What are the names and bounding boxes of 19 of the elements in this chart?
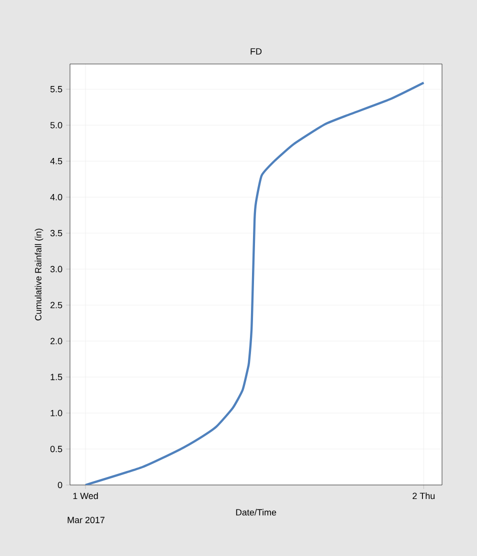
- y-tick-label: 4.0: [50, 194, 62, 200]
- y-tick-label: 2.0: [50, 338, 62, 344]
- y-tick-label: 3.5: [50, 230, 62, 236]
- chart-title: FD: [250, 48, 262, 54]
- y-tick-label: 0: [58, 482, 62, 488]
- x-tick-label: 2 Thu: [412, 492, 435, 500]
- y-tick-label: 5.0: [50, 122, 62, 128]
- y-tick-label: 4.5: [50, 158, 62, 164]
- line-series: [84, 82, 425, 485]
- y-tick-label: 1.5: [50, 374, 62, 380]
- x-tick-label: 1 Wed: [73, 492, 98, 500]
- y-axis-title: Cumulative Rainfall (in): [34, 228, 44, 320]
- y-tick-label: 2.5: [50, 302, 62, 308]
- y-tick-label: 3.0: [50, 266, 62, 272]
- y-tick-label: 0.5: [50, 446, 62, 452]
- x-axis-title: Date/Time: [236, 508, 276, 516]
- text: Mar 2017: [68, 516, 104, 524]
- y-tick-label: 1.0: [50, 410, 62, 416]
- y-tick-label: 5.5: [50, 86, 62, 92]
